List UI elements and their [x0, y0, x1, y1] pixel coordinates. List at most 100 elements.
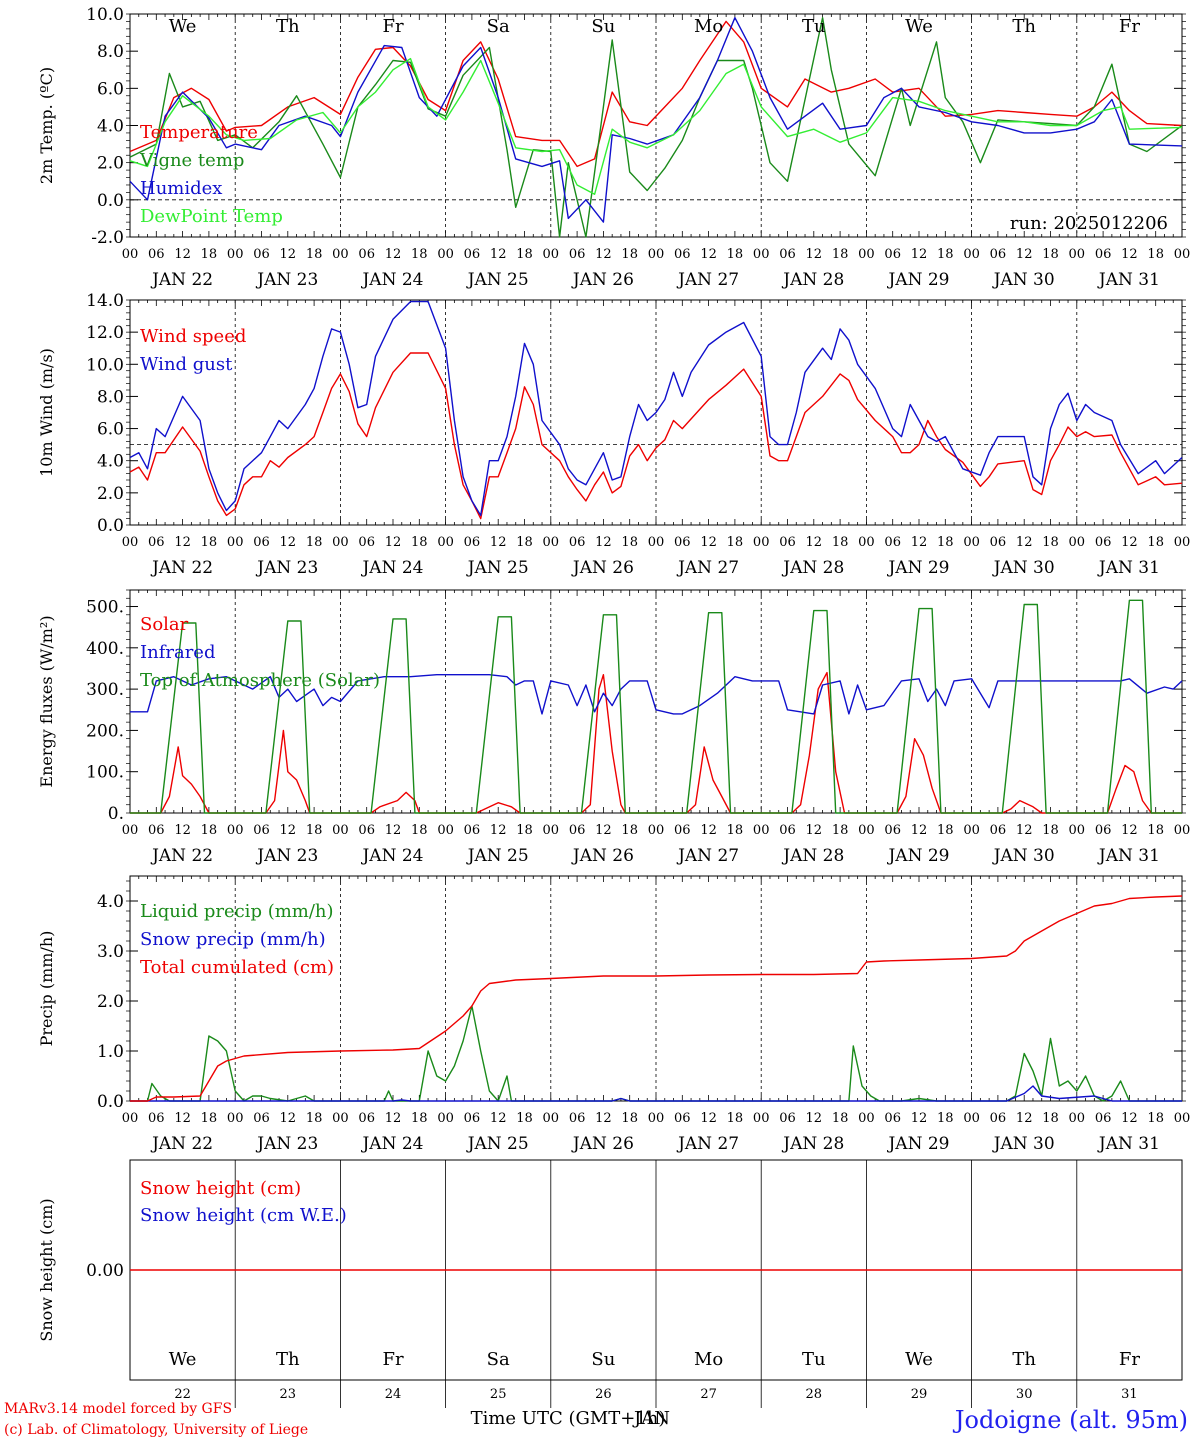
- y-tick-label: 3.0: [97, 942, 124, 962]
- hour-tick-label: 18: [727, 823, 744, 838]
- hour-tick-label: 00: [227, 535, 244, 550]
- hour-tick-label: 12: [595, 535, 612, 550]
- hour-tick-label: 00: [648, 1111, 665, 1126]
- hour-tick-label: 12: [1016, 823, 1033, 838]
- hour-tick-label: 12: [174, 535, 191, 550]
- hour-tick-label: 12: [174, 1111, 191, 1126]
- y-axis-label: 10m Wind (m/s): [37, 348, 56, 477]
- run-label: run: 2025012206: [1010, 213, 1168, 234]
- hour-tick-label: 00: [753, 823, 770, 838]
- y-tick-label: 4.0: [97, 452, 124, 472]
- legend-entry: Snow height (cm W.E.): [140, 1205, 347, 1226]
- date-label: JAN 30: [992, 270, 1055, 290]
- hour-tick-label: 00: [227, 1111, 244, 1126]
- hour-tick-label: 00: [1069, 823, 1086, 838]
- y-tick-label: 4.0: [97, 117, 124, 137]
- day-abbr: Th: [276, 16, 300, 37]
- day-number: 25: [490, 1387, 507, 1402]
- hour-tick-label: 18: [937, 535, 954, 550]
- date-label: JAN 31: [1097, 270, 1160, 290]
- legend-entry: Humidex: [140, 178, 222, 199]
- hour-tick-label: 18: [621, 1111, 638, 1126]
- hour-tick-label: 18: [516, 823, 533, 838]
- panel-3: [126, 589, 1186, 814]
- day-number: 27: [700, 1387, 717, 1402]
- hour-tick-label: 00: [543, 535, 560, 550]
- day-abbr: We: [169, 16, 197, 37]
- hour-tick-label: 12: [595, 823, 612, 838]
- hour-tick-label: 06: [990, 1111, 1007, 1126]
- y-tick-label: 4.0: [97, 892, 124, 912]
- day-number: 29: [911, 1387, 928, 1402]
- hour-tick-label: 18: [832, 247, 849, 262]
- date-label: JAN 23: [255, 270, 318, 290]
- hour-tick-label: 12: [174, 823, 191, 838]
- date-label: JAN 23: [255, 1134, 318, 1154]
- hour-tick-label: 00: [543, 1111, 560, 1126]
- hour-tick-label: 18: [201, 823, 218, 838]
- hour-tick-label: 12: [385, 247, 402, 262]
- hour-tick-label: 06: [779, 247, 796, 262]
- date-label: JAN 27: [676, 846, 739, 866]
- day-abbr: Mo: [694, 16, 723, 37]
- hour-tick-label: 06: [358, 247, 375, 262]
- hour-tick-label: 06: [569, 247, 586, 262]
- date-label: JAN 27: [676, 1134, 739, 1154]
- hour-tick-label: 00: [332, 247, 349, 262]
- hour-tick-label: 06: [358, 535, 375, 550]
- hour-tick-label: 12: [385, 823, 402, 838]
- hour-tick-label: 12: [806, 1111, 823, 1126]
- date-label: JAN 29: [886, 558, 949, 578]
- hour-tick-label: 06: [569, 1111, 586, 1126]
- hour-tick-label: 06: [990, 535, 1007, 550]
- hour-tick-label: 12: [1016, 535, 1033, 550]
- hour-tick-label: 00: [963, 823, 980, 838]
- series-line-wind-gust: [129, 300, 1183, 517]
- hour-tick-label: 12: [490, 1111, 507, 1126]
- hour-tick-label: 06: [779, 823, 796, 838]
- hour-tick-label: 18: [832, 535, 849, 550]
- hour-tick-label: 00: [227, 823, 244, 838]
- date-label: JAN 24: [360, 1134, 423, 1154]
- hour-tick-label: 00: [648, 247, 665, 262]
- hour-tick-label: 06: [1095, 823, 1112, 838]
- hour-tick-label: 06: [253, 247, 270, 262]
- hour-tick-label: 00: [963, 247, 980, 262]
- hour-tick-label: 06: [674, 535, 691, 550]
- day-abbr: Fr: [382, 16, 403, 37]
- date-label: JAN 28: [781, 558, 844, 578]
- date-label: JAN 24: [360, 270, 423, 290]
- hour-tick-label: 18: [1147, 823, 1164, 838]
- date-label: JAN 31: [1097, 1134, 1160, 1154]
- series-line-top-of-atmosphere-solar-: [130, 599, 1182, 814]
- hour-tick-label: 18: [306, 247, 323, 262]
- hour-tick-label: 18: [727, 535, 744, 550]
- day-number: 26: [595, 1387, 612, 1402]
- hour-tick-label: 06: [990, 823, 1007, 838]
- hour-tick-label: 18: [1147, 247, 1164, 262]
- y-tick-label: 8.0: [97, 42, 124, 62]
- date-label: JAN 25: [466, 846, 529, 866]
- hour-tick-label: 00: [648, 535, 665, 550]
- day-abbr: Fr: [382, 1349, 403, 1370]
- hour-tick-label: 00: [858, 535, 875, 550]
- y-tick-label: 1.0: [97, 1042, 124, 1062]
- day-abbr: Su: [591, 16, 615, 37]
- hour-tick-label: 12: [700, 823, 717, 838]
- date-label: JAN 22: [150, 558, 213, 578]
- hour-tick-label: 00: [1174, 823, 1191, 838]
- hour-tick-label: 00: [753, 535, 770, 550]
- series-line-total-cumulated-cm-: [130, 895, 1183, 1102]
- date-label: JAN 24: [360, 558, 423, 578]
- hour-tick-label: 12: [1121, 823, 1138, 838]
- hour-tick-label: 18: [621, 823, 638, 838]
- x-axis-label: Time UTC (GMT+1h): [471, 1408, 666, 1429]
- hour-tick-label: 00: [1174, 247, 1191, 262]
- y-tick-label: 500.: [86, 598, 124, 618]
- hour-tick-label: 00: [437, 535, 454, 550]
- credit-line-1: MARv3.14 model forced by GFS: [4, 1401, 232, 1417]
- hour-tick-label: 00: [437, 823, 454, 838]
- hour-tick-label: 06: [674, 823, 691, 838]
- hour-tick-label: 00: [1174, 1111, 1191, 1126]
